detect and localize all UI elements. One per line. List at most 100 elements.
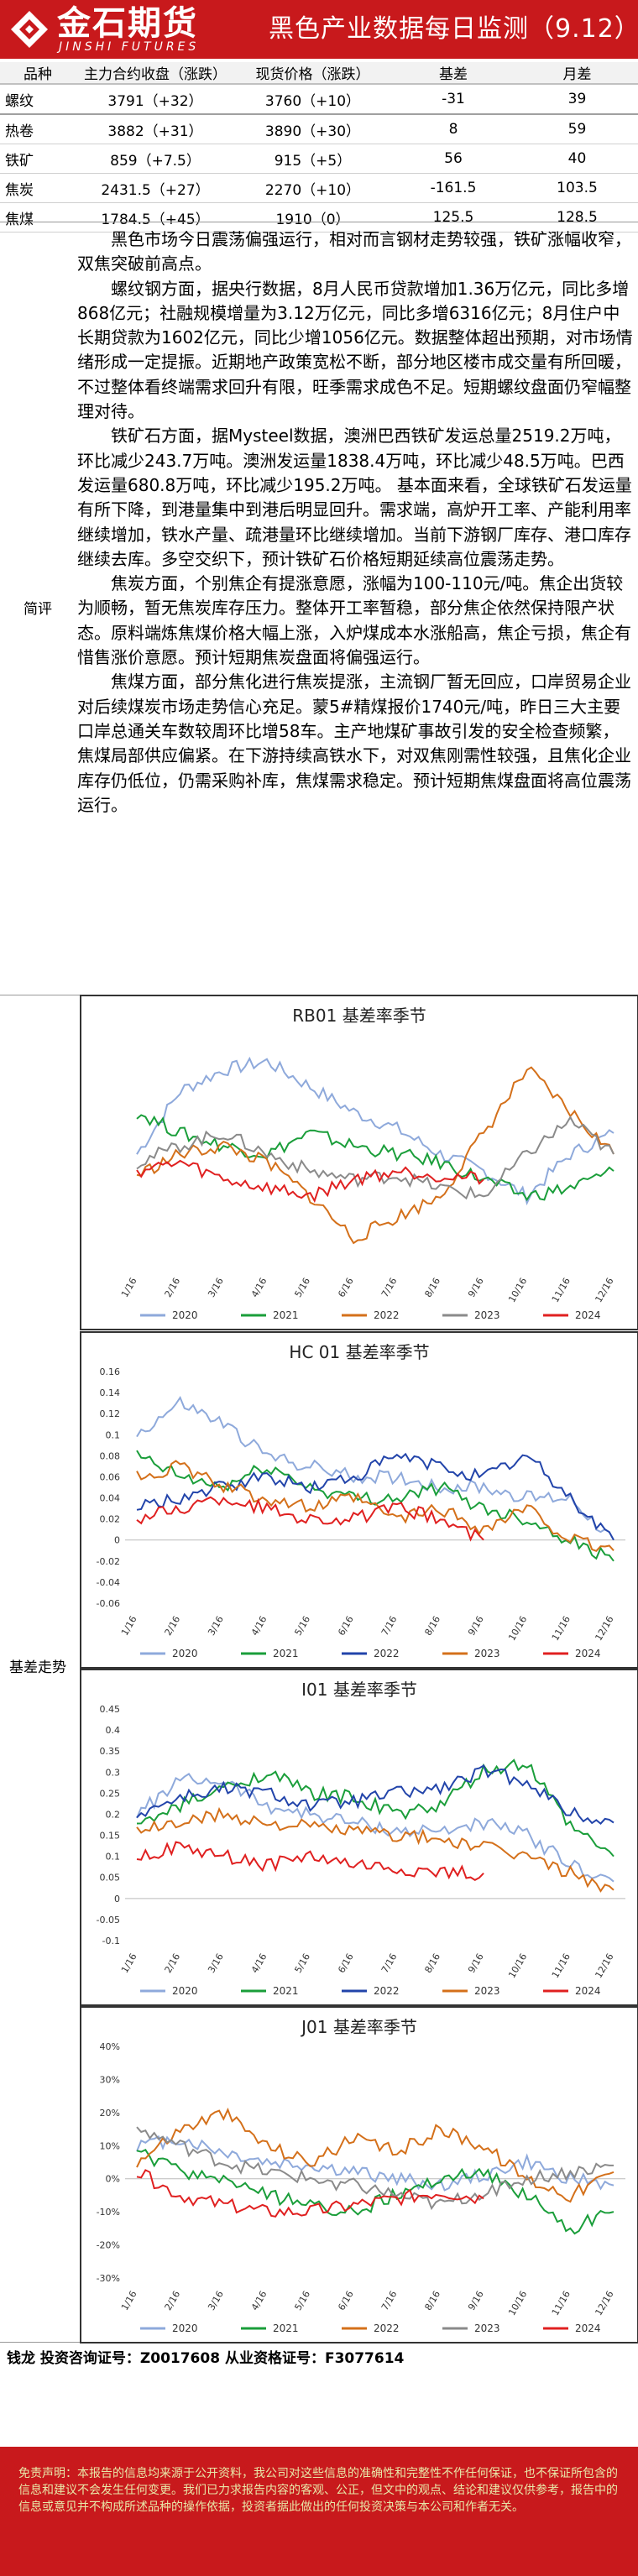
logo-text-en: JINSHI FUTURES <box>59 40 200 54</box>
y-tick-label: 0 <box>114 1535 120 1546</box>
x-tick-label: 7/16 <box>379 2289 400 2312</box>
cell-basis: -31 <box>390 84 516 115</box>
cell-basis: 56 <box>390 144 516 174</box>
series-line-2020 <box>136 1395 614 1541</box>
price-table: 品种 主力合约收盘（涨跌） 现货价格（涨跌） 基差 月差 螺纹 3791（+32… <box>0 62 638 233</box>
x-tick-label: 6/16 <box>336 1952 356 1975</box>
series-line-2021 <box>136 2149 614 2235</box>
x-tick-label: 12/16 <box>593 2289 615 2317</box>
cell-variety: 焦煤 <box>0 202 76 233</box>
x-tick-label: 10/16 <box>506 1614 529 1643</box>
x-tick-label: 11/16 <box>550 1276 573 1304</box>
x-tick-label: 3/16 <box>206 2289 226 2312</box>
y-tick-label: 0.4 <box>106 1725 121 1736</box>
x-tick-label: 1/16 <box>119 1952 139 1975</box>
y-tick-label: -0.05 <box>97 1915 120 1925</box>
series-line-2021 <box>136 1758 614 1858</box>
y-tick-label: 0.2 <box>106 1809 121 1820</box>
series-line-2024 <box>136 1159 484 1204</box>
disclaimer-box: 免责声明：本报告的信息均来源于公开资料，我公司对这些信息的准确性和完整性不作任何… <box>0 2447 638 2576</box>
y-tick-label: -20% <box>97 2240 120 2251</box>
cell-spot: 3760（+10） <box>235 84 390 115</box>
y-tick-label: 20% <box>100 2108 120 2119</box>
chart-j01: J01 基差率季节 40% 30% 20% 10% 0% -10% -20% -30% 1/16 2… <box>97 2017 625 2334</box>
col-header-variety: 品种 <box>0 62 76 85</box>
x-tick-label: 11/16 <box>550 1614 573 1643</box>
y-tick-label: -0.04 <box>97 1577 120 1588</box>
cell-close: 3791（+32） <box>76 84 235 115</box>
cell-variety: 焦炭 <box>0 173 76 203</box>
chart-panel-rb01: RB01 基差率季节 1/16 2/16 3/16 4/16 5/16 6/16 7/16 8/… <box>80 995 638 1330</box>
cell-variety: 热卷 <box>0 114 76 144</box>
series-line-2024 <box>136 2169 484 2218</box>
x-tick-label: 5/16 <box>293 1614 313 1638</box>
table-row: 铁矿 859（+7.5） 915（+5） 56 40 <box>0 144 638 174</box>
x-tick-label: 9/16 <box>466 2289 486 2312</box>
series-line-2020 <box>136 2134 614 2192</box>
series-line-2022 <box>136 2107 614 2203</box>
y-tick-label: 0.05 <box>100 1873 121 1884</box>
legend-label: 2022 <box>374 1648 400 1659</box>
x-tick-label: 6/16 <box>336 1614 356 1638</box>
cell-spot: 3890（+30） <box>235 114 390 144</box>
legend-label: 2022 <box>374 1309 400 1321</box>
legend-label: 2024 <box>575 1648 601 1659</box>
x-tick-label: 4/16 <box>249 1276 269 1299</box>
y-tick-label: 0.06 <box>100 1471 121 1482</box>
cell-basis: -161.5 <box>390 173 516 203</box>
x-tick-label: 2/16 <box>163 2289 183 2312</box>
y-tick-label: 30% <box>100 2074 120 2085</box>
y-tick-label: 0.35 <box>100 1746 121 1757</box>
chart-panel-i01: I01 基差率季节 0.45 0.4 0.35 0.3 0.25 0.2 0.15 0.1 0.0… <box>80 1669 638 2006</box>
legend-label: 2020 <box>172 1309 198 1321</box>
x-tick-label: 1/16 <box>119 1276 139 1299</box>
legend-label: 2021 <box>273 1309 299 1321</box>
legend-label: 2023 <box>474 1648 500 1659</box>
series-line-2020 <box>136 1773 614 1883</box>
series-line-2021 <box>136 1114 614 1202</box>
cell-spot: 915（+5） <box>235 144 390 174</box>
price-table-header: 品种 主力合约收盘（涨跌） 现货价格（涨跌） 基差 月差 <box>0 62 638 85</box>
y-tick-label: -0.02 <box>97 1556 120 1567</box>
chart-panel-hc01: HC 01 基差率季节 0.16 0.14 0.12 0.1 0.08 0.06 0.04 0.… <box>80 1331 638 1669</box>
logo-text-cn: 金石期货 <box>57 4 198 43</box>
table-row: 螺纹 3791（+32） 3760（+10） -31 39 <box>0 84 638 115</box>
legend-label: 2023 <box>474 1985 500 1997</box>
x-tick-label: 12/16 <box>593 1614 615 1643</box>
company-logo: 金石期货 JINSHI FUTURES <box>8 5 243 54</box>
y-tick-label: -10% <box>97 2207 120 2218</box>
legend-label: 2023 <box>474 2323 500 2334</box>
x-tick-label: 4/16 <box>249 1952 269 1975</box>
x-tick-label: 8/16 <box>422 1952 442 1975</box>
series-line-2023 <box>136 1460 614 1552</box>
y-tick-label: 0.16 <box>100 1366 121 1377</box>
chart-title: HC 01 基差率季节 <box>289 1342 429 1362</box>
y-tick-label: -30% <box>97 2273 120 2284</box>
legend-label: 2021 <box>273 1648 299 1659</box>
cell-variety: 螺纹 <box>0 84 76 115</box>
y-tick-label: 0.1 <box>106 1852 121 1863</box>
x-tick-label: 2/16 <box>163 1614 183 1638</box>
disclaimer-text: 免责声明：本报告的信息均来源于公开资料，我公司对这些信息的准确性和完整性不作任何… <box>18 2467 618 2514</box>
y-tick-label: 0.12 <box>100 1408 121 1419</box>
x-tick-label: 1/16 <box>119 2289 139 2312</box>
commentary-paragraph: 焦炭方面，个别焦企有提涨意愿，涨幅为100-110元/吨。焦企出货较为顺畅，暂无… <box>77 573 631 668</box>
series-line-2024 <box>136 1841 484 1881</box>
cell-close: 2431.5（+27） <box>76 173 235 203</box>
series-line-2023 <box>136 2126 614 2211</box>
chart-hc01: HC 01 基差率季节 0.16 0.14 0.12 0.1 0.08 0.06 0.04 0.… <box>97 1342 625 1659</box>
x-tick-label: 7/16 <box>379 1276 400 1299</box>
cell-basis: 8 <box>390 114 516 144</box>
x-tick-label: 1/16 <box>119 1614 139 1638</box>
x-tick-label: 5/16 <box>293 1952 313 1975</box>
chart-rb01: RB01 基差率季节 1/16 2/16 3/16 4/16 5/16 6/16 7/16 8/… <box>119 1006 616 1321</box>
series-line-2023 <box>136 1115 614 1200</box>
y-tick-label: 0.02 <box>100 1514 121 1525</box>
cell-close: 3882（+31） <box>76 114 235 144</box>
analyst-credentials: 钱龙 投资咨询证号：Z0017608 从业资格证号：F3077614 <box>7 2350 405 2367</box>
x-tick-label: 3/16 <box>206 1614 226 1638</box>
commentary-text: 黑色市场今日震荡偏强运行，相对而言钢材走势较强，铁矿涨幅收窄，双焦突破前高点。 … <box>77 227 635 818</box>
logo-mark-icon <box>11 11 48 48</box>
x-tick-label: 9/16 <box>466 1276 486 1299</box>
x-tick-label: 4/16 <box>249 1614 269 1638</box>
